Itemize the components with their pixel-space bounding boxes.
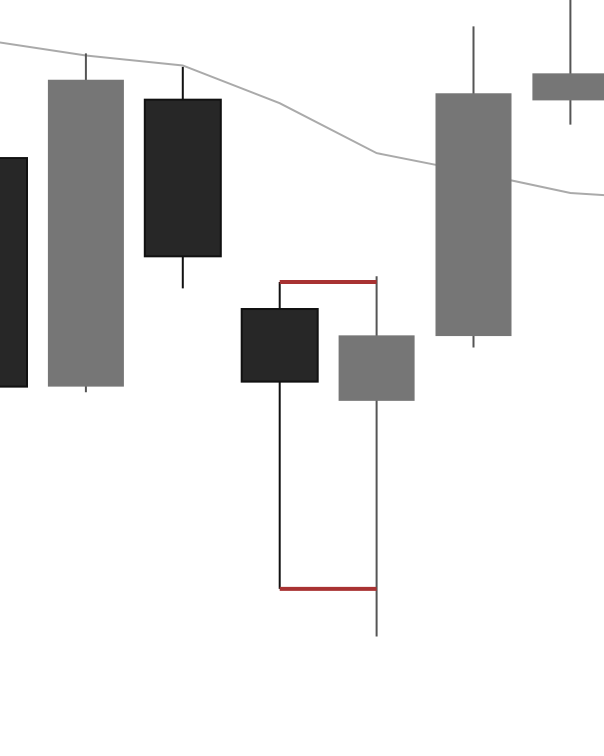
candle-body-bullish [47, 79, 124, 387]
candle-body-bearish [143, 98, 222, 258]
highlight-range-layer [279, 279, 377, 591]
candle-body-bullish [338, 335, 415, 401]
candle-body-bearish [240, 308, 319, 383]
moving-average-line [0, 41, 604, 197]
candles-layer [0, 0, 604, 637]
candle-body-bearish [0, 157, 28, 388]
candle-body-bullish [532, 73, 604, 101]
candle-body-bullish [435, 93, 512, 337]
moving-average-layer [0, 41, 604, 197]
